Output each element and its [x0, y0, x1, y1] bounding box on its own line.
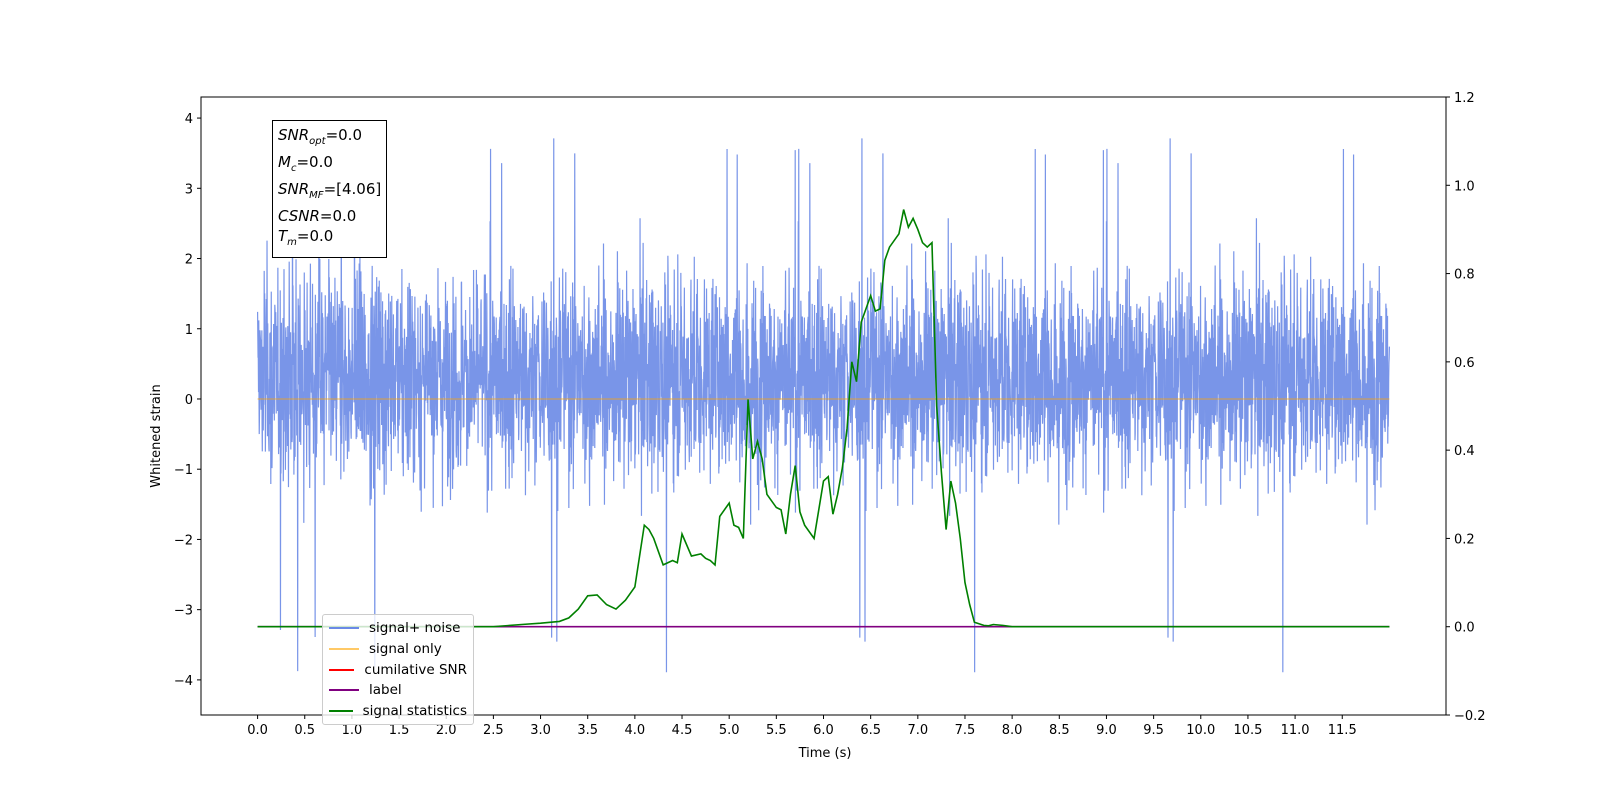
legend-item-cumulative-snr: cumilative SNR	[329, 659, 467, 680]
y-tick-label: 2	[185, 253, 193, 268]
plot-area	[256, 138, 1391, 673]
legend-label: label	[369, 682, 402, 699]
x-tick-label: 9.5	[1143, 723, 1164, 738]
snr-opt-line: SNRopt=0.0	[278, 126, 362, 147]
stats-annotation-box: SNRopt=0.0 Mc=0.0 SNRMF=[4.06] CSNR=0.0 …	[272, 120, 388, 258]
y-right-tick-label: 0.0	[1454, 621, 1475, 636]
tm-line: Tm=0.0	[278, 227, 334, 248]
legend-swatch	[329, 689, 359, 692]
x-tick-label: 10.0	[1186, 723, 1215, 738]
legend-label: signal statistics	[362, 703, 467, 720]
x-tick-label: 10.5	[1233, 723, 1262, 738]
series-signal-statistics-line	[257, 209, 1390, 628]
mc-line: Mc=0.0	[278, 153, 333, 174]
y-tick-label: 4	[185, 112, 193, 127]
y-right-tick-label: 1.0	[1454, 179, 1475, 194]
csnr-value: =0.0	[319, 207, 357, 225]
legend: signal+ noise signal only cumilative SNR…	[322, 614, 474, 726]
y-tick-label: 1	[185, 323, 193, 338]
x-tick-label: 3.5	[577, 723, 598, 738]
x-tick-label: 6.5	[860, 723, 881, 738]
x-tick-label: 5.5	[766, 723, 787, 738]
legend-item-signal-statistics: signal statistics	[329, 701, 467, 722]
y-right-tick-label: 0.8	[1454, 268, 1475, 283]
x-tick-label: 3.0	[530, 723, 551, 738]
x-tick-label: 5.0	[719, 723, 740, 738]
x-tick-label: 8.5	[1049, 723, 1070, 738]
x-tick-label: 11.0	[1281, 723, 1310, 738]
x-tick-label: 6.0	[813, 723, 834, 738]
legend-swatch	[329, 648, 359, 651]
x-tick-label: 8.0	[1002, 723, 1023, 738]
legend-label: signal only	[369, 641, 442, 658]
y-tick-label: 3	[185, 182, 193, 197]
y-tick-label: −2	[174, 533, 193, 548]
x-tick-label: 1.0	[342, 723, 363, 738]
y-tick-label: −1	[174, 463, 193, 478]
x-tick-label: 4.0	[625, 723, 646, 738]
x-tick-label: 7.0	[907, 723, 928, 738]
tm-value: =0.0	[296, 227, 334, 245]
axes: 0.0 0.5 1.0 1.5 2.0 2.5 3.0 3.5 4.0 4.5 5.0 5.5 6.0 6…	[174, 91, 1486, 738]
legend-label: signal+ noise	[369, 620, 461, 637]
snr-mf-value: =[4.06]	[323, 180, 382, 198]
legend-label: cumilative SNR	[364, 661, 467, 678]
y-right-tick-label: 0.2	[1454, 532, 1475, 547]
x-tick-label: 4.5	[672, 723, 693, 738]
y-right-tick-label: 1.2	[1454, 91, 1475, 106]
series-signal-noise-line	[256, 138, 1391, 673]
y-tick-label: −3	[174, 604, 193, 619]
y-right-tick-label: 0.4	[1454, 444, 1475, 459]
x-tick-label: 9.0	[1096, 723, 1117, 738]
x-tick-label: 7.5	[955, 723, 976, 738]
x-tick-label: 1.5	[389, 723, 410, 738]
y-right-tick-label: 0.6	[1454, 356, 1475, 371]
x-tick-label: 11.5	[1328, 723, 1357, 738]
y-right-tick-label: −0.2	[1454, 709, 1486, 724]
x-tick-label: 2.0	[436, 723, 457, 738]
csnr-line: CSNR=0.0	[278, 207, 357, 225]
legend-item-signal-only: signal only	[329, 639, 467, 660]
legend-item-label: label	[329, 680, 467, 701]
legend-item-signal-noise: signal+ noise	[329, 618, 467, 639]
x-tick-label: 0.0	[247, 723, 268, 738]
y-tick-label: −4	[174, 674, 193, 689]
y-axis-title: Whitened strain	[149, 384, 164, 487]
y-tick-label: 0	[185, 393, 193, 408]
legend-swatch	[329, 668, 355, 671]
mc-value: =0.0	[296, 153, 333, 171]
snr-mf-line: SNRMF=[4.06]	[278, 180, 382, 201]
legend-swatch	[329, 710, 353, 713]
x-tick-label: 2.5	[483, 723, 504, 738]
snr-opt-value: =0.0	[325, 126, 362, 144]
x-axis-title: Time (s)	[798, 746, 852, 761]
x-tick-label: 0.5	[294, 723, 315, 738]
legend-swatch	[329, 627, 359, 630]
